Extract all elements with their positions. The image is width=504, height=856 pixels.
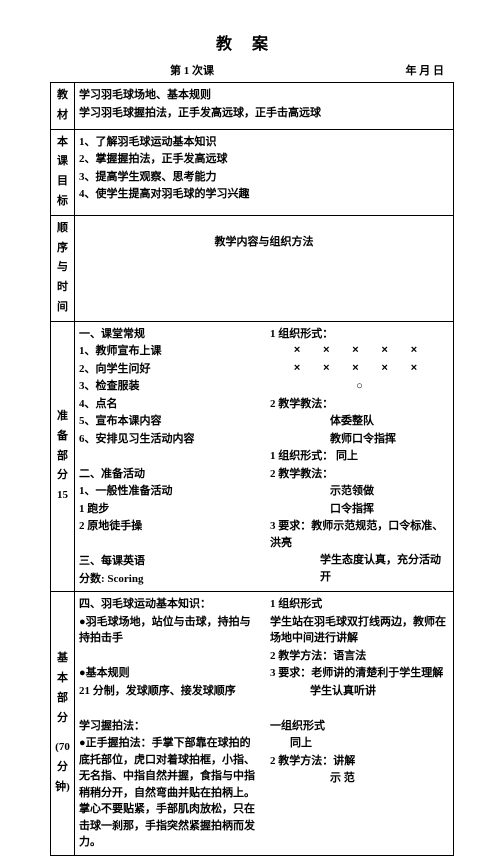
lesson-plan-table: 教材 学习羽毛球场地、基本规则 学习羽毛球握拍法，正手发高远球，正手击高远球 本… [50, 82, 454, 856]
objectives-content: 1、了解羽毛球运动基本知识 2、掌握握拍法，正手发高远球 3、提高学生观察、思考… [75, 129, 454, 215]
prep-content: 一、课堂常规 1、教师宣布上课 2、向学生问好 3、检查服装 4、点名 5、宣布… [75, 321, 454, 592]
sequence-header: 教学内容与组织方法 [75, 215, 454, 321]
lesson-number: 第 1 次课 [170, 62, 214, 78]
basic-label: 基本部分 (70分钟) [51, 592, 75, 856]
material-content: 学习羽毛球场地、基本规则 学习羽毛球握拍法，正手发高远球，正手击高远球 [75, 83, 454, 130]
basic-content: 四、羽毛球运动基本知识： ●羽毛球场地，站位与击球，持拍与持拍击手 ●基本规则 … [75, 592, 454, 856]
date-labels: 年 月 日 [406, 62, 455, 78]
material-label: 教材 [51, 83, 75, 130]
page-title: 教案 [50, 30, 454, 54]
subtitle-row: 第 1 次课 年 月 日 [50, 62, 454, 78]
prep-label: 准备部分 15 [51, 321, 75, 592]
objectives-label: 本课目标 [51, 129, 75, 215]
sequence-label: 顺序与时间 [51, 215, 75, 321]
